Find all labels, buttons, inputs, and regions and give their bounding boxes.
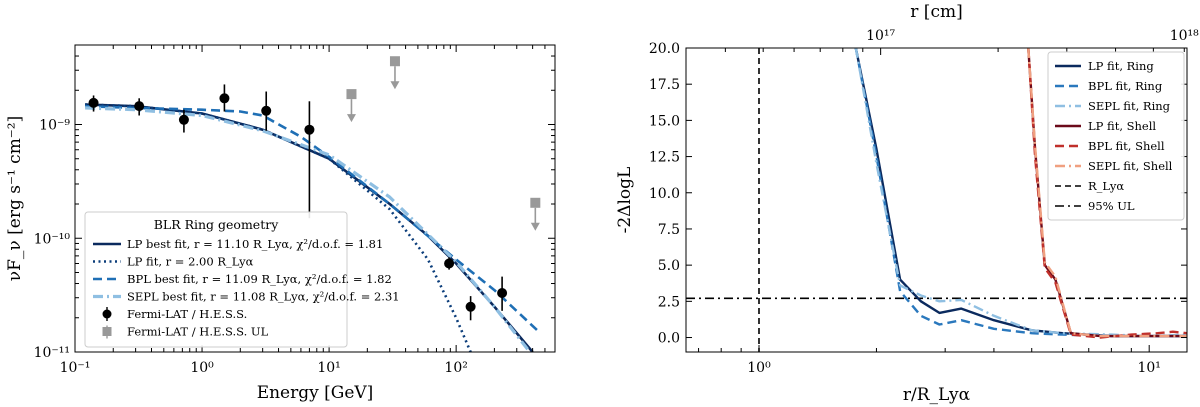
sed-y-tick-label: 10⁻¹¹ — [34, 345, 70, 361]
sed-upper-limit-arrowhead — [530, 222, 540, 231]
sed-upper-limit-arrowhead — [390, 81, 400, 90]
sed-legend-entry: BPL best fit, r = 11.09 R_Lyα, χ²/d.o.f.… — [127, 272, 392, 286]
likelihood-axes: 10⁰ 10¹ 10¹⁷ 10¹⁸ 0.0 2.5 5.0 7.5 10.0 12.5 15.0 17… — [649, 28, 1199, 376]
sed-data-point — [497, 288, 508, 299]
sed-data-point — [444, 258, 455, 269]
likelihood-legend-entry: BPL fit, Ring — [1088, 79, 1163, 93]
sed-legend-point-marker — [102, 309, 112, 319]
sed-series-3-line — [85, 104, 540, 333]
sed-legend-entry: LP fit, r = 2.00 R_Lyα — [127, 255, 254, 269]
likelihood-top-axis-label: r [cm] — [910, 2, 962, 22]
sed-y-tick-label: 10⁻¹⁰ — [34, 231, 71, 247]
sed-axes: 10⁻¹ 10⁰ 10¹ 10² 10⁻¹¹ 10⁻¹⁰ 10⁻⁹ — [34, 44, 556, 376]
likelihood-legend-entry: SEPL fit, Shell — [1088, 159, 1173, 173]
sed-upper-limits — [346, 56, 541, 231]
sed-x-tick-label: 10⁰ — [190, 360, 214, 376]
likelihood-top-tick-label: 10¹⁸ — [1170, 28, 1199, 44]
likelihood-legend-entry: LP fit, Ring — [1088, 59, 1154, 73]
sed-x-tick-label: 10⁻¹ — [60, 360, 91, 376]
likelihood-y-axis-label: -2ΔlogL — [615, 167, 635, 234]
likelihood-y-tick-label: 2.5 — [658, 294, 680, 310]
likelihood-panel: 10⁰ 10¹ 10¹⁷ 10¹⁸ 0.0 2.5 5.0 7.5 10.0 12.5 15.0 17… — [615, 2, 1199, 405]
sed-panel: 10⁻¹ 10⁰ 10¹ 10² 10⁻¹¹ 10⁻¹⁰ 10⁻⁹ BLR Ring geo… — [5, 44, 556, 403]
sed-x-axis-label: Energy [GeV] — [257, 383, 374, 403]
sed-data-point — [465, 301, 476, 312]
sed-upper-limit-arrowhead — [346, 114, 356, 123]
likelihood-legend-entry: SEPL fit, Ring — [1088, 99, 1171, 113]
sed-x-tick-label: 10² — [444, 360, 467, 376]
likelihood-legend: LP fit, Ring BPL fit, Ring SEPL fit, Ring L… — [1047, 51, 1185, 221]
sed-x-tick-label: 10¹ — [317, 360, 340, 376]
sed-legend-title: BLR Ring geometry — [154, 217, 279, 232]
sed-data-point — [304, 124, 315, 135]
sed-plot-frame — [74, 44, 556, 353]
likelihood-y-tick-label: 0.0 — [658, 331, 680, 347]
sed-y-tick-label: 10⁻⁹ — [39, 118, 70, 134]
sed-data-point — [178, 114, 189, 125]
likelihood-x-axis-label: r/R_Lyα — [903, 385, 971, 405]
likelihood-legend-entry: R_Lyα — [1088, 179, 1124, 193]
likelihood-top-tick-label: 10¹⁷ — [866, 28, 895, 44]
likelihood-y-tick-label: 10.0 — [649, 186, 680, 202]
sed-data-point — [134, 101, 145, 112]
sed-legend-entry: SEPL best fit, r = 11.08 R_Lyα, χ²/d.o.f… — [127, 290, 400, 304]
likelihood-y-tick-label: 15.0 — [649, 113, 680, 129]
likelihood-legend-entry: LP fit, Shell — [1088, 119, 1156, 133]
likelihood-x-tick-label: 10¹ — [1137, 360, 1160, 376]
sed-legend-box — [84, 211, 348, 348]
likelihood-plot-frame — [685, 47, 1188, 353]
likelihood-y-tick-label: 5.0 — [658, 258, 680, 274]
likelihood-y-tick-label: 12.5 — [649, 150, 680, 166]
sed-legend-entry: LP best fit, r = 11.10 R_Lyα, χ²/d.o.f. … — [127, 237, 383, 251]
likelihood-legend-entry: 95% UL — [1088, 199, 1135, 213]
likelihood-y-tick-label: 7.5 — [658, 222, 680, 238]
sed-upper-limit-marker — [530, 197, 541, 208]
sed-data-point — [219, 93, 230, 104]
sed-fit-curves — [85, 103, 540, 352]
sed-data-point — [88, 97, 99, 108]
sed-legend-entry: Fermi-LAT / H.E.S.S. UL — [127, 325, 269, 339]
likelihood-legend-entry: BPL fit, Shell — [1088, 139, 1165, 153]
sed-data-point — [261, 105, 272, 116]
likelihood-legend-box — [1047, 51, 1185, 221]
sed-legend-entry: Fermi-LAT / H.E.S.S. — [127, 307, 247, 321]
likelihood-x-tick-label: 10⁰ — [747, 360, 771, 376]
sed-upper-limit-marker — [346, 89, 357, 100]
sed-legend-ul-marker — [102, 327, 112, 336]
sed-data-points — [88, 84, 508, 321]
sed-legend: BLR Ring geometry LP best fit, r = 11.10 … — [84, 211, 400, 348]
likelihood-series-6-line — [1027, 48, 1187, 338]
likelihood-y-tick-label: 20.0 — [649, 41, 680, 57]
likelihood-curves — [686, 48, 1187, 352]
likelihood-y-tick-label: 17.5 — [649, 77, 680, 93]
sed-upper-limit-marker — [389, 56, 400, 67]
sed-y-axis-label: νF_ν [erg s⁻¹ cm⁻²] — [5, 116, 25, 281]
